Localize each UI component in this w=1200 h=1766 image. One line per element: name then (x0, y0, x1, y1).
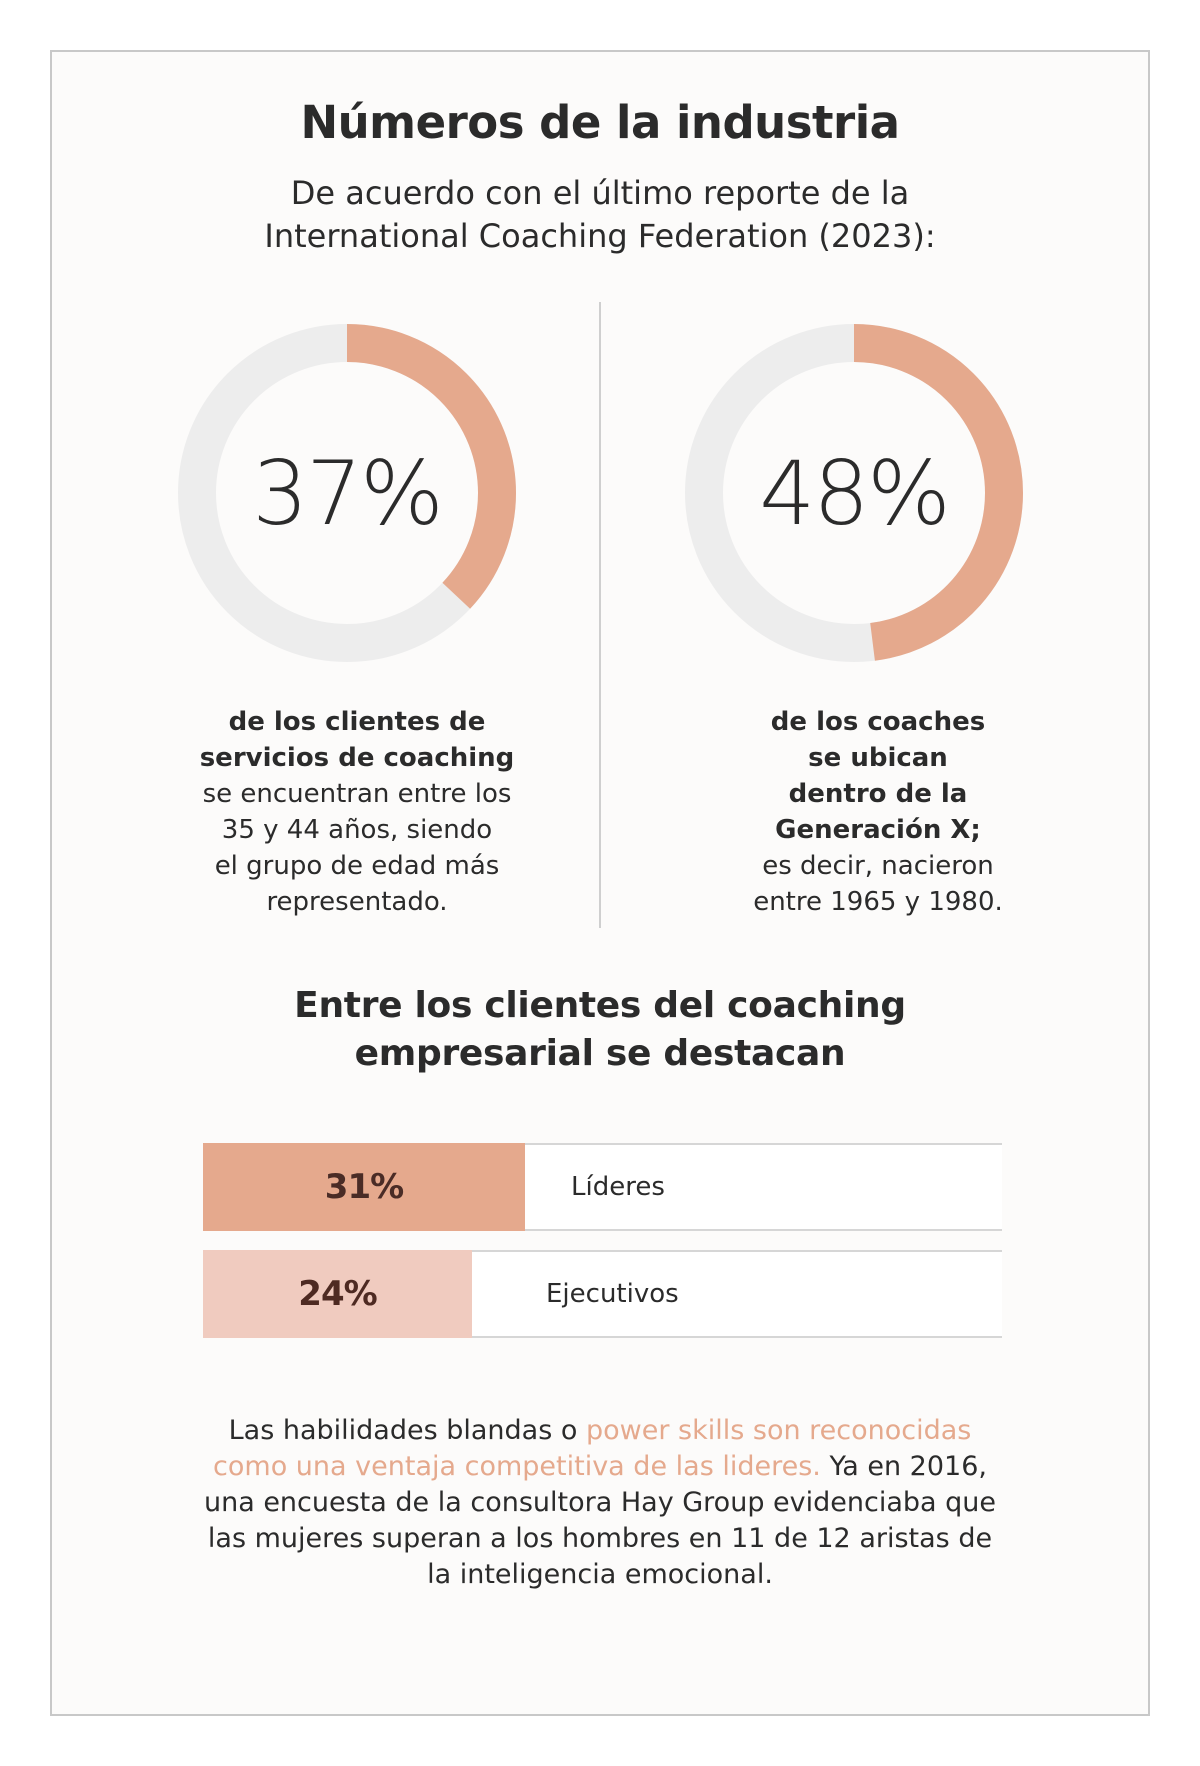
desc-line: representado. (266, 887, 448, 917)
desc-bold-line: dentro de la (788, 779, 968, 809)
donut-chart-clients: 37% (177, 323, 517, 663)
donut-arc (178, 324, 516, 662)
desc-bold-line: de los clientes de (228, 707, 486, 737)
desc-bold-line: servicios de coaching (199, 743, 515, 773)
closing-paragraph: Las habilidades blandas o power skills s… (200, 1413, 1000, 1593)
desc-bold-line: Generación X; (775, 815, 981, 845)
desc-line: 35 y 44 años, siendo (221, 815, 493, 845)
desc-line: el grupo de edad más (214, 851, 500, 881)
section-heading: Entre los clientes del coaching empresar… (0, 982, 1200, 1078)
page-title: Números de la industria (300, 96, 900, 149)
section-heading-line-1: Entre los clientes del coaching (294, 985, 906, 1026)
bar-row-leaders: 31% Líderes (203, 1143, 1002, 1231)
donut-ring (178, 324, 516, 662)
stat-description-coaches: de los coaches se ubican dentro de la Ge… (688, 704, 1068, 920)
desc-line: entre 1965 y 1980. (753, 887, 1003, 917)
bar-percent: 24% (298, 1274, 377, 1314)
donut-chart-coaches: 48% (684, 323, 1024, 663)
bar-label: Ejecutivos (546, 1279, 679, 1309)
desc-line: se encuentran entre los (202, 779, 512, 809)
donut-arc (685, 324, 1023, 662)
donut-value: 48% (759, 441, 951, 545)
desc-line: es decir, nacieron (762, 851, 994, 881)
desc-bold-line: se ubican (808, 743, 948, 773)
page-subtitle: De acuerdo con el último reporte de la I… (0, 172, 1200, 258)
bar-fill: 31% (203, 1143, 525, 1231)
bar-row-executives: 24% Ejecutivos (203, 1250, 1002, 1338)
closing-text-before: Las habilidades blandas o (228, 1415, 586, 1446)
desc-bold-line: de los coaches (770, 707, 986, 737)
donut-value: 37% (252, 441, 444, 545)
bar-fill: 24% (203, 1250, 472, 1338)
column-divider (599, 302, 601, 928)
closing-text-after: Ya en 2016, una encuesta de la consultor… (203, 1451, 997, 1590)
bar-label: Líderes (571, 1172, 665, 1202)
stat-description-clients: de los clientes de servicios de coaching… (147, 704, 567, 920)
donut-ring (685, 324, 1023, 662)
section-heading-line-2: empresarial se destacan (354, 1033, 846, 1074)
bar-percent: 31% (324, 1167, 404, 1207)
closing-highlight: power skills son reconocidas como una ve… (213, 1415, 972, 1482)
subtitle-line-2: International Coaching Federation (2023)… (264, 217, 936, 255)
subtitle-line-1: De acuerdo con el último reporte de la (290, 174, 910, 212)
